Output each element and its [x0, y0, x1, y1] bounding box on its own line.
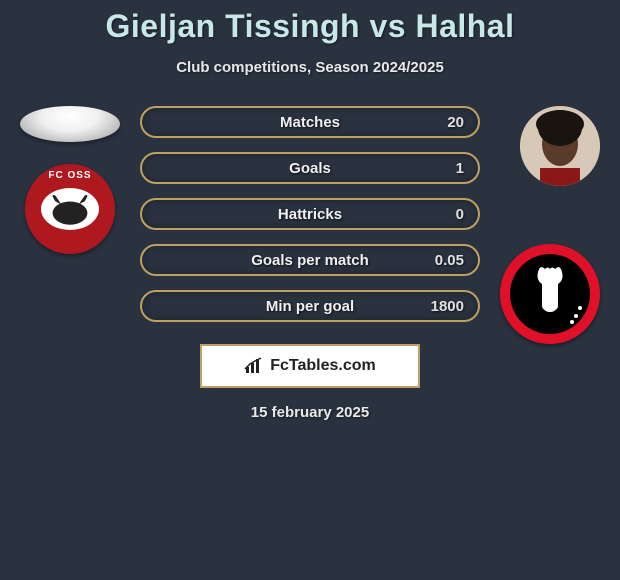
stat-label: Goals per match: [142, 252, 478, 269]
stat-value: 1800: [431, 298, 464, 315]
stats-panel: Matches 20 Goals 1 Hattricks 0 Goals per…: [140, 106, 480, 336]
stat-label: Goals: [142, 160, 478, 177]
chart-icon: [244, 357, 264, 375]
stat-row: Matches 20: [140, 106, 480, 138]
stat-value: 0.05: [435, 252, 464, 269]
team-right-logo-inner: [510, 254, 590, 334]
stat-row: Hattricks 0: [140, 198, 480, 230]
stat-row: Goals 1: [140, 152, 480, 184]
brand-attribution: FcTables.com: [200, 344, 420, 388]
stat-value: 1: [456, 160, 464, 177]
team-left-logo-inner: [41, 188, 99, 230]
club-emblem-icon: [510, 254, 590, 334]
stat-label: Min per goal: [142, 298, 478, 315]
team-left-label: FC OSS: [25, 170, 115, 181]
comparison-subtitle: Club competitions, Season 2024/2025: [0, 59, 620, 76]
comparison-date: 15 february 2025: [0, 404, 620, 421]
comparison-title: Gieljan Tissingh vs Halhal: [0, 0, 620, 45]
team-left-logo: FC OSS: [25, 164, 115, 254]
player-left-avatar: [20, 106, 120, 142]
stat-label: Matches: [142, 114, 478, 131]
player-right-avatar: [520, 106, 600, 186]
brand-text: FcTables.com: [270, 357, 376, 375]
team-right-logo: [500, 244, 600, 344]
stat-row: Min per goal 1800: [140, 290, 480, 322]
stat-row: Goals per match 0.05: [140, 244, 480, 276]
ox-icon: [41, 187, 99, 231]
stat-label: Hattricks: [142, 206, 478, 223]
stat-value: 0: [456, 206, 464, 223]
stat-value: 20: [447, 114, 464, 131]
